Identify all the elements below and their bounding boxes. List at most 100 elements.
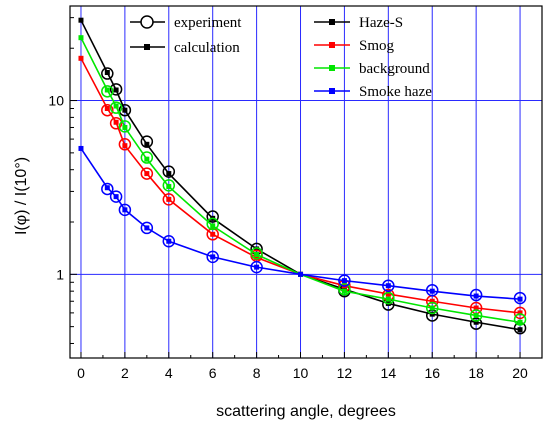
exp-point xyxy=(140,151,154,164)
series-line xyxy=(80,19,521,331)
calc-point xyxy=(78,35,84,41)
calc-point xyxy=(298,271,304,277)
calc-point xyxy=(517,296,523,302)
legend-marker-circle xyxy=(140,15,154,29)
calc-point xyxy=(144,171,150,177)
x-tick-label: 10 xyxy=(293,365,309,381)
series-layer xyxy=(78,17,527,335)
exp-point xyxy=(513,291,527,305)
calc-point xyxy=(254,254,260,260)
y-tick-label: 10 xyxy=(48,93,64,109)
calc-point xyxy=(473,319,479,325)
calc-point xyxy=(113,103,119,109)
calc-point xyxy=(104,105,110,111)
calc-point xyxy=(144,225,150,231)
y-axis-label: I(φ) / I(10°) xyxy=(13,157,30,235)
exp-point xyxy=(101,103,114,117)
calc-point xyxy=(385,296,391,302)
calc-point xyxy=(104,70,110,76)
series-line xyxy=(80,37,521,324)
legend-marker-square xyxy=(144,44,150,50)
plot-area xyxy=(70,6,542,358)
legend-marker-square xyxy=(329,88,335,94)
exp-point xyxy=(469,309,483,322)
calc-point xyxy=(113,119,119,125)
y-tick-label: 1 xyxy=(56,266,64,282)
exp-point xyxy=(162,179,176,192)
legend-label: background xyxy=(359,61,430,77)
exp-point xyxy=(206,250,219,264)
exp-point xyxy=(101,85,114,98)
calc-point xyxy=(122,107,128,113)
calc-point xyxy=(341,278,347,284)
x-tick-label: 4 xyxy=(165,365,173,381)
calc-point xyxy=(254,246,260,252)
exp-point xyxy=(109,190,123,203)
ticks: 0 2 4 6 8 10 12 14 16 18 20 1 10 xyxy=(48,17,543,381)
x-tick-label: 2 xyxy=(121,365,129,381)
calc-point xyxy=(341,288,347,294)
calc-point xyxy=(210,223,216,229)
x-tick-label: 12 xyxy=(337,365,353,381)
exp-point xyxy=(250,247,263,260)
calc-point xyxy=(122,143,128,149)
x-tick-label: 0 xyxy=(77,365,85,381)
legend-label: Smog xyxy=(359,38,395,54)
exp-point xyxy=(162,165,176,178)
exp-point xyxy=(162,193,176,206)
calc-point xyxy=(385,283,391,289)
exp-point xyxy=(206,210,219,223)
style-legend: experiment calculation xyxy=(130,15,242,56)
calc-point xyxy=(517,327,523,333)
series-legend: Haze-S Smog background Smoke haze xyxy=(314,15,432,100)
exp-point xyxy=(140,167,154,180)
legend-label: experiment xyxy=(174,15,242,31)
x-axis-label: scattering angle, degrees xyxy=(216,403,396,420)
exp-point xyxy=(109,117,123,130)
exp-point xyxy=(101,182,114,196)
legend-marker-square xyxy=(329,65,335,71)
calc-point xyxy=(166,171,172,177)
exp-point xyxy=(250,260,263,274)
calc-point xyxy=(473,312,479,318)
calc-point xyxy=(210,254,216,260)
calc-point xyxy=(144,141,150,147)
calc-point xyxy=(122,124,128,130)
calc-point xyxy=(517,319,523,325)
calc-point xyxy=(166,196,172,202)
exp-point xyxy=(140,221,154,235)
plot-frame xyxy=(69,5,543,359)
calc-point xyxy=(144,156,150,162)
calc-point xyxy=(429,305,435,311)
exp-point xyxy=(118,103,132,117)
exp-point xyxy=(338,283,351,296)
exp-point xyxy=(101,67,114,80)
calc-point xyxy=(473,293,479,299)
exp-point xyxy=(109,83,123,96)
x-tick-label: 20 xyxy=(512,365,528,381)
legend-label: Smoke haze xyxy=(359,84,432,100)
exp-point xyxy=(140,135,154,148)
x-tick-label: 14 xyxy=(381,365,397,381)
exp-point xyxy=(513,306,527,320)
x-tick-label: 6 xyxy=(209,365,217,381)
x-tick-label: 16 xyxy=(424,365,440,381)
exp-point xyxy=(425,283,439,297)
exp-point xyxy=(382,291,395,305)
calc-point xyxy=(517,310,523,316)
calc-point xyxy=(78,145,84,151)
exp-point xyxy=(382,279,395,292)
exp-point xyxy=(425,301,439,315)
calc-point xyxy=(113,194,119,200)
calc-point xyxy=(104,87,110,93)
exp-point xyxy=(118,203,132,217)
exp-point xyxy=(338,274,351,287)
exp-point xyxy=(469,317,483,330)
calc-point xyxy=(429,298,435,304)
calc-point xyxy=(254,252,260,258)
legend-marker-square xyxy=(329,42,335,48)
exp-point xyxy=(109,101,123,114)
calc-point xyxy=(429,288,435,294)
calc-point xyxy=(166,238,172,244)
